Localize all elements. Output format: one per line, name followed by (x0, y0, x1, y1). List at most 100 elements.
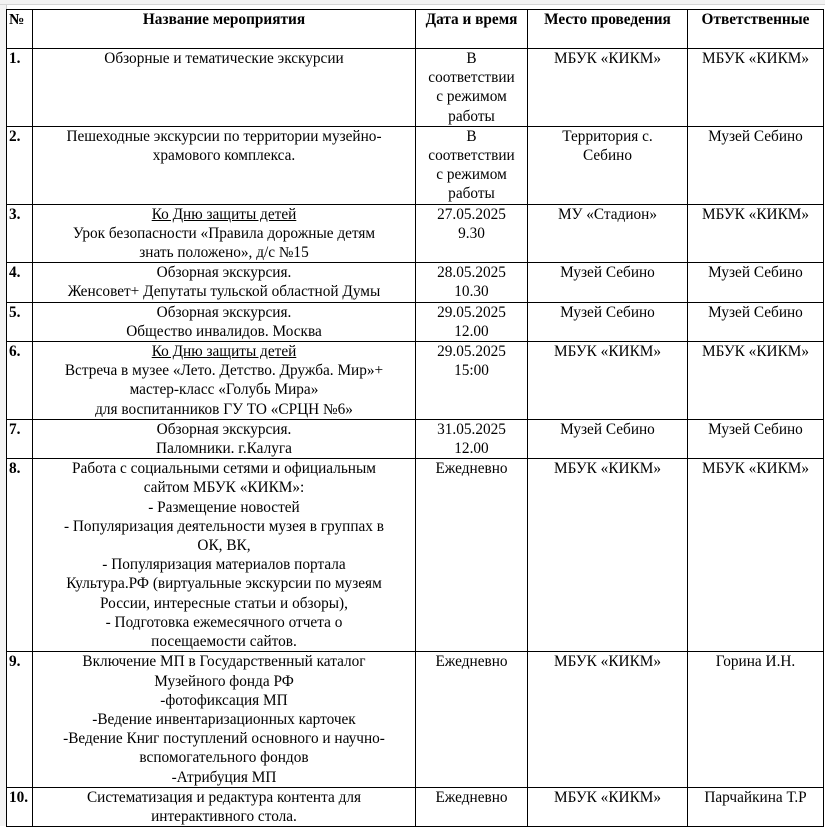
event-title-line: - Размещение новостей (148, 498, 300, 516)
event-responsible-line: МБУК «КИКМ» (701, 460, 810, 478)
row-number: 10. (6, 786, 33, 827)
event-place-cell: МБУК «КИКМ» (527, 786, 688, 827)
event-date-cell: 27.05.2025 9.30 (415, 203, 528, 264)
header-date: Дата и время (415, 9, 528, 49)
event-responsible-cell: Музей Себино (687, 418, 824, 460)
event-title-line: - Популяризация деятельности музея в гру… (63, 517, 385, 535)
event-title-line: -фотофиксация МП (160, 691, 288, 709)
event-responsible-line: Парчайкина Т.Р (704, 788, 807, 806)
event-title-line: посещаемости сайтов. (151, 633, 297, 651)
event-title-cell: Ко Дню защиты детей Урок безопасности «Пр… (32, 203, 416, 264)
event-date-line: работы (448, 107, 495, 125)
event-date-line: работы (448, 185, 495, 203)
table-row: 9. Включение МП в Государственный каталог… (6, 651, 824, 788)
event-responsible-cell: Парчайкина Т.Р (687, 786, 824, 827)
event-date-cell: Ежедневно (415, 651, 528, 788)
event-title-line: Урок безопасности «Правила дорожные детя… (72, 224, 376, 242)
event-title-line: Обзорная экскурсия. (156, 303, 292, 321)
event-place-line: МБУК «КИКМ» (553, 50, 662, 67)
row-number: 8. (6, 458, 33, 653)
event-place-line: Музей Себино (560, 420, 655, 438)
event-place-line: МБУК «КИКМ» (553, 343, 662, 361)
event-title-cell: Обзорная экскурсия. Общество инвалидов. М… (32, 301, 416, 343)
row-number: 6. (6, 341, 33, 420)
event-responsible-line: МБУК «КИКМ» (701, 343, 810, 361)
event-title-line: -Атрибуция МП (171, 768, 277, 786)
event-responsible-line: Музей Себино (708, 420, 803, 438)
event-title-line: Работа с социальными сетями и официальны… (72, 460, 376, 478)
table-row: 2. Пешеходные экскурсии по территории муз… (6, 125, 824, 205)
event-title-cell: Обзорные и тематические экскурсии (32, 48, 416, 127)
event-title-line: вспомогательного фондов (139, 749, 309, 767)
event-place-cell: Музей Себино (527, 301, 688, 343)
event-date-line: 28.05.2025 (437, 264, 506, 282)
event-title-line: Встреча в музее «Лето. Детство. Дружба. … (64, 362, 384, 380)
event-date-line: В (466, 127, 477, 145)
event-place-cell: МУ «Стадион» (527, 203, 688, 264)
event-title-line: Пешеходные экскурсии по территории музей… (66, 127, 382, 145)
event-place-line: Музей Себино (560, 303, 655, 321)
event-title-line: знать положено», д/с №15 (139, 244, 309, 262)
event-responsible-line: МБУК «КИКМ» (701, 50, 810, 67)
event-date-cell: Ежедневно (415, 458, 528, 653)
row-number: 1. (6, 48, 33, 127)
event-place-line: МБУК «КИКМ» (553, 460, 662, 478)
event-place-cell: Территория с. Себино (527, 125, 688, 205)
row-number: 9. (6, 651, 33, 788)
event-responsible-cell: Музей Себино (687, 262, 824, 303)
event-place-line: Территория с. (562, 127, 653, 145)
event-title-cell: Включение МП в Государственный каталог Му… (32, 651, 416, 788)
event-title-line: для воспитанников ГУ ТО «СРЦН №6» (95, 400, 353, 418)
event-place-line: Музей Себино (560, 264, 655, 282)
event-responsible-line: Музей Себино (708, 127, 803, 145)
event-title-line: - Подготовка ежемесячного отчета о (105, 613, 343, 631)
row-number: 3. (6, 203, 33, 264)
events-table: № Название мероприятия Дата и время Мест… (6, 9, 824, 827)
event-title-cell: Пешеходные экскурсии по территории музей… (32, 125, 416, 205)
event-date-line: 29.05.2025 (437, 343, 506, 361)
ruler-top (0, 0, 825, 5)
event-title-line: Включение МП в Государственный каталог (82, 653, 366, 671)
event-title-line: храмового комплекса. (152, 147, 296, 165)
event-place-cell: МБУК «КИКМ» (527, 48, 688, 127)
event-title-line: Систематизация и редактура контента для (86, 788, 362, 806)
event-responsible-line: МБУК «КИКМ» (701, 205, 810, 223)
event-responsible-line: Музей Себино (708, 264, 803, 282)
event-responsible-cell: Музей Себино (687, 301, 824, 343)
table-row: 5. Обзорная экскурсия. Общество инвалидов.… (6, 301, 824, 343)
event-place-cell: Музей Себино (527, 262, 688, 303)
header-row: № Название мероприятия Дата и время Мест… (6, 9, 824, 49)
event-date-line: 29.05.2025 (437, 303, 506, 321)
event-date-line: 15:00 (454, 362, 489, 380)
event-date-cell: 29.05.2025 15:00 (415, 341, 528, 420)
event-place-cell: МБУК «КИКМ» (527, 341, 688, 420)
event-responsible-line: Горина И.Н. (715, 653, 796, 671)
table-row: 4. Обзорная экскурсия. Женсовет+ Депутаты … (6, 262, 824, 303)
event-title-line: Обзорные и тематические экскурсии (104, 50, 344, 67)
event-place-line: МУ «Стадион» (557, 205, 658, 223)
event-date-line: 12.00 (454, 440, 489, 458)
event-title-line: Ко Дню защиты детей (151, 343, 297, 361)
event-title-line: - Популяризация материалов портала (102, 556, 346, 574)
event-place-line: МБУК «КИКМ» (553, 653, 662, 671)
event-responsible-cell: МБУК «КИКМ» (687, 458, 824, 653)
event-title-line: Паломники. г.Калуга (156, 440, 292, 458)
event-title-line: Культура.РФ (виртуальные экскурсии по му… (66, 575, 382, 593)
event-responsible-cell: Горина И.Н. (687, 651, 824, 788)
event-date-line: 9.30 (458, 224, 485, 242)
row-number: 4. (6, 262, 33, 303)
event-title-cell: Обзорная экскурсия. Паломники. г.Калуга (32, 418, 416, 460)
event-title-cell: Работа с социальными сетями и официальны… (32, 458, 416, 653)
event-title-cell: Обзорная экскурсия. Женсовет+ Депутаты ту… (32, 262, 416, 303)
header-place: Место проведения (527, 9, 688, 49)
event-responsible-line: Музей Себино (708, 303, 803, 321)
table-row: 10. Систематизация и редактура контента д… (6, 786, 824, 827)
event-title-line: Ко Дню защиты детей (151, 205, 297, 223)
event-date-line: 12.00 (454, 322, 489, 340)
event-date-line: Ежедневно (435, 460, 508, 478)
table-row: 3. Ко Дню защиты детей Урок безопасности «… (6, 203, 824, 264)
event-title-line: -Ведение Книг поступлений основного и на… (63, 730, 385, 748)
event-date-line: соответствии (428, 69, 515, 87)
event-title-line: Обзорная экскурсия. (156, 420, 292, 438)
